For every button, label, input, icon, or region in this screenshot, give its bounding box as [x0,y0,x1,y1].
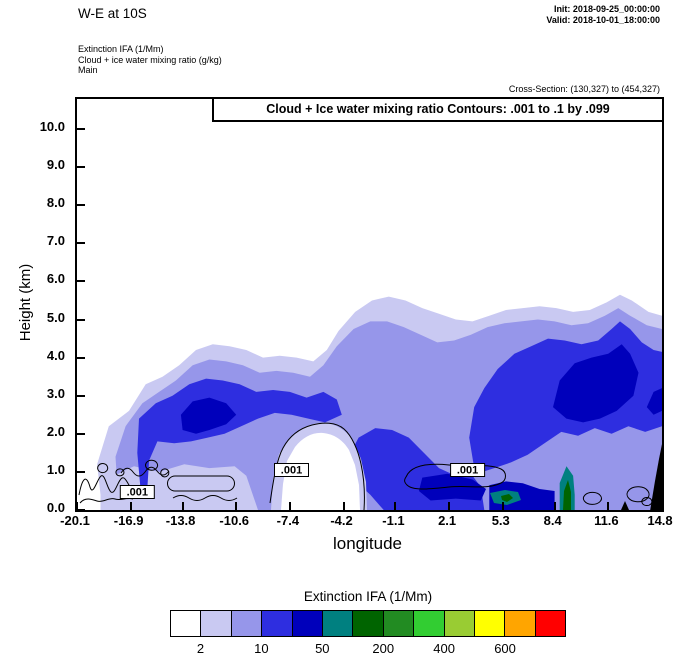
colorbar-tick-label: 200 [372,641,395,656]
x-tick-label: 5.3 [491,513,510,528]
y-tick-label: 3.0 [46,385,65,401]
contour-label-box [274,463,309,477]
field-line-domain: Main [78,65,98,75]
colorbar-cell [170,610,202,637]
colorbar-cell [443,610,475,637]
cloud-contour-fareast-loop-2 [626,486,650,503]
clear-pocket [281,432,360,510]
contour-label-east: .001 [450,463,486,477]
x-tick-label: -7.4 [276,513,300,528]
contour-field: .001 .001 .001 [78,294,662,510]
cloud-contour-fareast-loop-3 [641,497,653,507]
x-tick-label: -16.9 [113,513,144,528]
colorbar-tick-label: 400 [433,641,455,656]
colorbar-cell [504,610,536,637]
init-time: Init: 2018-09-25_00:00:00 [553,4,660,14]
colorbar-tick-label: 50 [315,641,330,656]
contour-label-west: .001 [119,485,155,499]
cloud-contour-pocket-ring [269,422,365,510]
x-tick-label: -13.8 [165,513,196,528]
cloud-contour-west-loop-1 [97,463,109,474]
colorbar-cell [261,610,293,637]
x-tick-label: -20.1 [60,513,90,528]
y-axis-ticks: 0.0 1.0 2.0 3.0 4.0 5.0 6.0 7.0 8.0 9.0 10.0 [0,97,75,515]
x-tick-label: -10.6 [219,513,250,528]
contour-label-text: .001 [457,465,478,477]
fill-level4-east-core [553,344,639,423]
contour-info-box: Cloud + Ice water mixing ratio Contours:… [212,97,664,122]
y-tick-label: 0.0 [46,500,65,515]
y-tick-label: 5.0 [46,309,65,325]
field-line-extinction: Extinction IFA (1/Mm) [78,44,164,54]
contour-label-box [119,485,155,499]
colorbar-cell [473,610,506,637]
colorbar-cell [291,610,323,637]
cloud-contour-midwest-loop [167,475,235,492]
cross-section-info: Cross-Section: (130,327) to (454,327) [508,84,660,94]
colorbar-cell [413,610,445,637]
y-tick-label: 7.0 [46,233,65,249]
colorbar-cell [534,610,567,637]
colorbar-title: Extinction IFA (1/Mm) [303,589,433,604]
colorbar-labels: 2 10 50 200 400 600 [170,641,566,656]
cloud-contour-west-loop-2 [115,468,125,477]
colorbar-tick-label: 600 [494,641,516,656]
fill-level6-green-column [563,480,571,510]
cloud-contour-west-wave [120,466,170,477]
cloud-contour-midwest-wave [172,495,238,501]
x-tick-label: -4.2 [330,513,353,528]
colorbar-cell [321,610,354,637]
colorbar-cell [352,610,384,637]
colorbar-tick-label: 2 [196,641,205,656]
colorbar-tick-label: 10 [254,641,269,656]
y-tick-label: 1.0 [46,461,65,477]
field-list: Extinction IFA (1/Mm) Cloud + ice water … [78,44,222,76]
contour-label-center: .001 [274,463,309,477]
fill-level4-west-core [180,397,237,434]
x-tick-label: 8.4 [543,513,562,528]
y-tick-label: 4.0 [46,347,65,363]
field-line-cloudwater: Cloud + ice water mixing ratio (g/kg) [78,54,222,65]
fill-level4-east-edge [646,388,662,415]
cloud-contour-east-loop [404,463,506,490]
run-times: Init: 2018-09-25_00:00:00 Valid: 2018-10… [546,4,660,26]
colorbar-cell [382,610,415,637]
colorbar-cell [200,610,232,637]
x-tick-label: 2.1 [438,513,457,528]
x-tick-label: 11.6 [594,513,619,528]
x-tick-label: -1.1 [382,513,405,528]
x-tick-label: 14.8 [647,513,673,528]
y-tick-label: 2.0 [46,423,65,439]
colorbar [170,610,567,637]
cloud-contour-fareast-loop-1 [582,491,602,505]
contour-label-text: .001 [127,487,148,499]
valid-time: Valid: 2018-10-01_18:00:00 [546,15,660,25]
y-tick-label: 10.0 [39,119,65,134]
contour-label-box [450,463,486,477]
fill-level6-surface-green [501,494,513,502]
contour-label-text: .001 [281,465,302,477]
terrain-mask-east [650,444,662,510]
x-axis-ticks: -20.1 -16.9 -13.8 -10.6 -7.4 -4.2 -1.1 2.1 5.3 8.… [60,513,672,529]
x-axis-label: longitude [332,534,402,553]
plot-frame: .001 .001 .001 Cloud + Ice water mixing … [75,97,664,512]
y-tick-label: 9.0 [46,157,65,173]
cloud-contour-west-loop-4 [160,468,170,478]
terrain-notch [621,501,629,510]
page-title: W-E at 10S [78,6,147,21]
colorbar-cell [230,610,263,637]
y-tick-label: 6.0 [46,271,65,287]
y-tick-label: 8.0 [46,195,65,211]
